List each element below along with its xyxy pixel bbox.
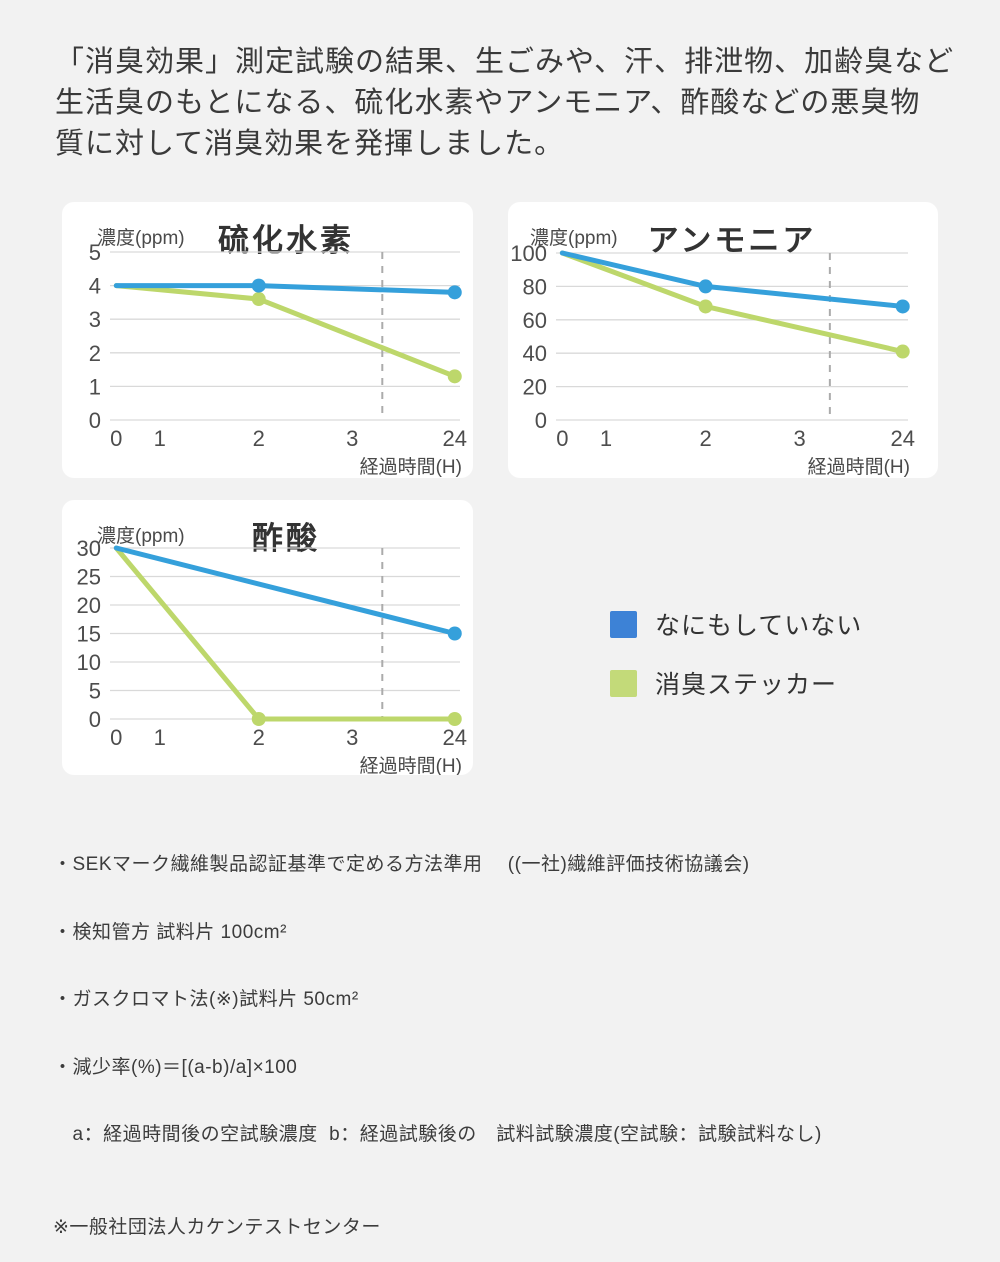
infographic-page: { "page": { "background": "#f2f2f2" }, "… — [53, 42, 965, 1238]
svg-text:20: 20 — [77, 593, 101, 618]
svg-text:15: 15 — [77, 622, 101, 647]
svg-text:2: 2 — [89, 341, 101, 366]
svg-text:1: 1 — [154, 426, 166, 451]
svg-text:経過時間(H): 経過時間(H) — [360, 456, 462, 478]
footnote-line: ・SEKマーク繊維製品認証基準で定める方法準用 ((一社)繊維評価技術協議会) — [53, 854, 750, 875]
footnotes: ・SEKマーク繊維製品認証基準で定める方法準用 ((一社)繊維評価技術協議会) … — [53, 809, 973, 1262]
svg-text:1: 1 — [154, 725, 166, 750]
chart-title-ammonia: アンモニア — [647, 223, 817, 258]
svg-text:10: 10 — [77, 650, 101, 675]
footnote-line: ・減少率(%)＝[(a-b)/a]×100 — [53, 1056, 298, 1078]
svg-text:3: 3 — [793, 426, 805, 451]
legend-swatch-green — [610, 669, 637, 697]
y-axis-unit-label: 濃度(ppm) — [97, 526, 185, 547]
legend-item-untreated: なにもしていない — [610, 606, 862, 642]
svg-text:24: 24 — [443, 426, 467, 451]
svg-text:30: 30 — [77, 536, 101, 561]
svg-text:0: 0 — [110, 725, 122, 750]
svg-text:0: 0 — [535, 408, 547, 433]
svg-text:3: 3 — [89, 307, 101, 332]
chart-card-acetic-acid: 濃度(ppm) 酢酸 30 25 20 15 10 5 0 0 1 2 3 24 経過時間(H) — [62, 500, 473, 775]
svg-text:25: 25 — [77, 565, 101, 590]
footnote-line: ・ガスクロマト法(※)試料片 50cm² — [53, 989, 359, 1010]
svg-text:40: 40 — [523, 341, 547, 366]
svg-text:2: 2 — [699, 426, 711, 451]
svg-text:0: 0 — [89, 707, 101, 732]
svg-text:80: 80 — [523, 274, 547, 299]
y-axis-unit-label: 濃度(ppm) — [97, 228, 185, 249]
svg-text:24: 24 — [443, 725, 467, 750]
legend: なにもしていない 消臭ステッカー — [610, 606, 862, 724]
page-title-line-2: 生活臭のもとになる、硫化水素やアンモニア、酢酸などの悪臭物 — [55, 87, 921, 119]
chart-title-acetic-acid: 酢酸 — [252, 521, 320, 556]
footnote-certifier: ※一般社団法人カケンテストセンター — [53, 1216, 381, 1238]
svg-text:1: 1 — [89, 374, 101, 399]
svg-text:2: 2 — [253, 725, 265, 750]
page-title: 「消臭効果」測定試験の結果、生ごみや、汗、排泄物、加齢臭など 生活臭のもとになる… — [55, 42, 965, 165]
svg-text:0: 0 — [110, 426, 122, 451]
svg-text:2: 2 — [253, 426, 265, 451]
svg-text:1: 1 — [600, 426, 612, 451]
svg-text:24: 24 — [890, 426, 914, 451]
svg-text:5: 5 — [89, 679, 101, 704]
svg-text:0: 0 — [556, 426, 568, 451]
legend-label-untreated: なにもしていない — [655, 612, 863, 640]
footnote-line: a：経過時間後の空試験濃度 b：経過試験後の 試料試験濃度(空試験：試験試料なし… — [53, 1124, 822, 1145]
line-chart-ammonia: 100 80 60 40 20 00 1 2 3 24 経過時間(H) — [510, 241, 915, 478]
page-title-line-1: 「消臭効果」測定試験の結果、生ごみや、汗、排泄物、加齢臭など — [55, 46, 955, 78]
y-axis-unit-label: 濃度(ppm) — [530, 228, 618, 249]
svg-text:0: 0 — [89, 408, 101, 433]
footnote-line: ・検知管方 試料片 100cm² — [53, 921, 287, 943]
svg-text:60: 60 — [523, 308, 547, 333]
chart-card-ammonia: 濃度(ppm) アンモニア 100 80 60 40 20 0 0 1 2 3 24 経過時間(H) — [508, 202, 938, 478]
chart-card-hydrogen-sulfide: 濃度(ppm) 硫化水素 5 4 3 2 1 0 0 1 2 3 24 経過時間(H) — [62, 202, 473, 478]
svg-text:経過時間(H): 経過時間(H) — [360, 755, 462, 775]
svg-text:100: 100 — [510, 241, 547, 266]
svg-text:20: 20 — [523, 375, 547, 400]
svg-text:3: 3 — [346, 725, 358, 750]
legend-swatch-blue — [610, 610, 637, 638]
svg-text:3: 3 — [346, 426, 358, 451]
svg-text:経過時間(H): 経過時間(H) — [808, 456, 910, 478]
page-title-line-3: 質に対して消臭効果を発揮しました。 — [55, 128, 565, 160]
line-chart-hydrogen-sulfide: 5 4 3 2 1 00 1 2 3 24 経過時間(H) — [89, 240, 467, 478]
svg-text:4: 4 — [89, 274, 101, 299]
legend-label-deodorant-sticker: 消臭ステッカー — [655, 671, 838, 699]
legend-item-deodorant-sticker: 消臭ステッカー — [610, 665, 862, 701]
svg-text:5: 5 — [89, 240, 101, 265]
